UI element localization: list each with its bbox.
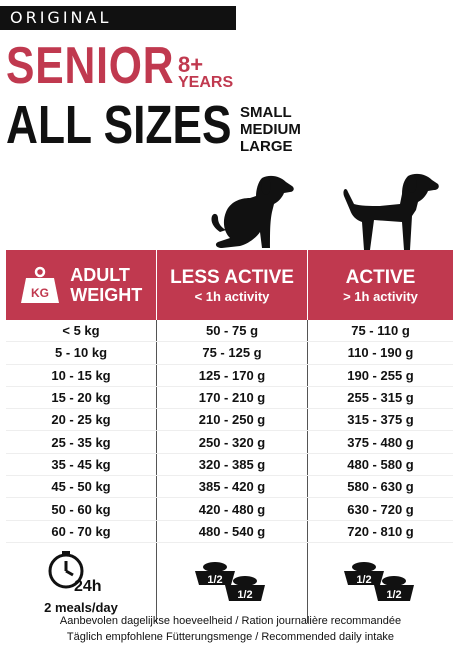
- weight-cell: < 5 kg: [6, 320, 157, 343]
- active-sub: > 1h activity: [343, 288, 418, 304]
- original-badge: ORIGINAL: [0, 6, 236, 30]
- active-cell: 480 - 580 g: [307, 453, 453, 477]
- active-cell: 190 - 255 g: [307, 364, 453, 387]
- svg-text:KG: KG: [31, 286, 49, 300]
- less-active-cell: 480 - 540 g: [156, 520, 308, 543]
- table-row: 10 - 15 kg 125 - 170 g 190 - 255 g: [6, 364, 453, 387]
- size-small: SMALL: [240, 104, 292, 121]
- kg-weight-icon: KG: [20, 266, 59, 303]
- table-row: 50 - 60 kg 420 - 480 g 630 - 720 g: [6, 497, 453, 521]
- weight-cell: 45 - 50 kg: [6, 475, 157, 499]
- adult-label: ADULT: [70, 265, 130, 285]
- table-row: 25 - 35 kg 250 - 320 g 375 - 480 g: [6, 430, 453, 454]
- product-subtitle: ALL SIZES: [6, 95, 232, 155]
- weight-cell: 25 - 35 kg: [6, 430, 157, 454]
- active-title: ACTIVE: [345, 266, 416, 288]
- table-row: 5 - 10 kg 75 - 125 g 110 - 190 g: [6, 341, 453, 365]
- bowl-cell-active: 1/2 1/2: [307, 542, 453, 623]
- active-cell: 720 - 810 g: [307, 520, 453, 543]
- table-row: 45 - 50 kg 385 - 420 g 580 - 630 g: [6, 475, 453, 499]
- less-active-cell: 320 - 385 g: [156, 453, 308, 477]
- size-large: LARGE: [240, 138, 293, 155]
- less-active-cell: 50 - 75 g: [156, 320, 308, 343]
- weight-cell: 5 - 10 kg: [6, 341, 157, 365]
- svg-text:1/2: 1/2: [207, 574, 222, 586]
- recommended-intake-note: Aanbevolen dagelijkse hoeveelheid / Rati…: [0, 613, 461, 645]
- table-header: KG ADULT WEIGHT LESS ACTIVE < 1h activit…: [6, 250, 453, 320]
- active-cell: 110 - 190 g: [307, 341, 453, 365]
- table-row: 15 - 20 kg 170 - 210 g 255 - 315 g: [6, 386, 453, 410]
- less-active-cell: 210 - 250 g: [156, 408, 308, 432]
- note-line-2: Täglich empfohlene Fütterungsmenge / Rec…: [66, 631, 395, 643]
- less-active-cell: 125 - 170 g: [156, 364, 308, 387]
- product-title: SENIOR: [6, 37, 175, 95]
- meals-per-day: 2 meals/day: [44, 599, 118, 615]
- less-active-sub: < 1h activity: [194, 288, 270, 304]
- less-active-cell: 385 - 420 g: [156, 475, 308, 499]
- feeding-table: KG ADULT WEIGHT LESS ACTIVE < 1h activit…: [6, 250, 453, 623]
- weight-cell: 10 - 15 kg: [6, 364, 157, 387]
- active-cell: 630 - 720 g: [307, 497, 453, 521]
- age-label: 8+ YEARS: [178, 52, 234, 92]
- less-active-cell: 170 - 210 g: [156, 386, 308, 410]
- adult-weight-label: ADULT WEIGHT: [70, 265, 142, 305]
- size-list: SMALL MEDIUM LARGE: [240, 104, 301, 155]
- note-line-1: Aanbevolen dagelijkse hoeveelheid / Rati…: [59, 615, 402, 627]
- table-row: 60 - 70 kg 480 - 540 g 720 - 810 g: [6, 520, 453, 543]
- weight-cell: 15 - 20 kg: [6, 386, 157, 410]
- active-cell: 315 - 375 g: [307, 408, 453, 432]
- active-cell: 375 - 480 g: [307, 430, 453, 454]
- svg-text:1/2: 1/2: [356, 574, 371, 586]
- svg-text:24h: 24h: [74, 578, 102, 595]
- column-adult-weight: KG ADULT WEIGHT: [6, 250, 157, 320]
- sitting-dog-icon: [211, 175, 294, 248]
- clock-24h-icon: 24h: [48, 550, 102, 595]
- half-portion-bowls-icon: 1/2 1/2: [195, 562, 265, 602]
- less-active-cell: 420 - 480 g: [156, 497, 308, 521]
- active-cell: 255 - 315 g: [307, 386, 453, 410]
- bowl-cell-less-active: 1/2 1/2: [156, 542, 308, 623]
- table-row: < 5 kg 50 - 75 g 75 - 110 g: [6, 320, 453, 343]
- standing-dog-icon: [343, 173, 439, 250]
- less-active-title: LESS ACTIVE: [170, 266, 294, 288]
- size-medium: MEDIUM: [240, 121, 301, 138]
- table-footer: 24h 2 meals/day 1/2 1/2 1/2 1/2: [6, 542, 453, 623]
- less-active-cell: 250 - 320 g: [156, 430, 308, 454]
- weight-cell: 20 - 25 kg: [6, 408, 157, 432]
- table-row: 20 - 25 kg 210 - 250 g 315 - 375 g: [6, 408, 453, 432]
- svg-text:1/2: 1/2: [386, 589, 401, 601]
- weight-label: WEIGHT: [70, 285, 143, 305]
- weight-cell: 60 - 70 kg: [6, 520, 157, 543]
- meals-cell: 24h 2 meals/day: [6, 542, 157, 623]
- active-cell: 75 - 110 g: [307, 320, 453, 343]
- active-cell: 580 - 630 g: [307, 475, 453, 499]
- column-less-active: LESS ACTIVE < 1h activity: [156, 250, 308, 320]
- weight-cell: 35 - 45 kg: [6, 453, 157, 477]
- less-active-cell: 75 - 125 g: [156, 341, 308, 365]
- age-number: 8+: [178, 52, 204, 77]
- svg-text:1/2: 1/2: [237, 589, 252, 601]
- age-unit: YEARS: [178, 74, 234, 91]
- column-active: ACTIVE > 1h activity: [307, 250, 453, 320]
- half-portion-bowls-icon: 1/2 1/2: [343, 562, 414, 602]
- table-row: 35 - 45 kg 320 - 385 g 480 - 580 g: [6, 453, 453, 477]
- weight-cell: 50 - 60 kg: [6, 497, 157, 521]
